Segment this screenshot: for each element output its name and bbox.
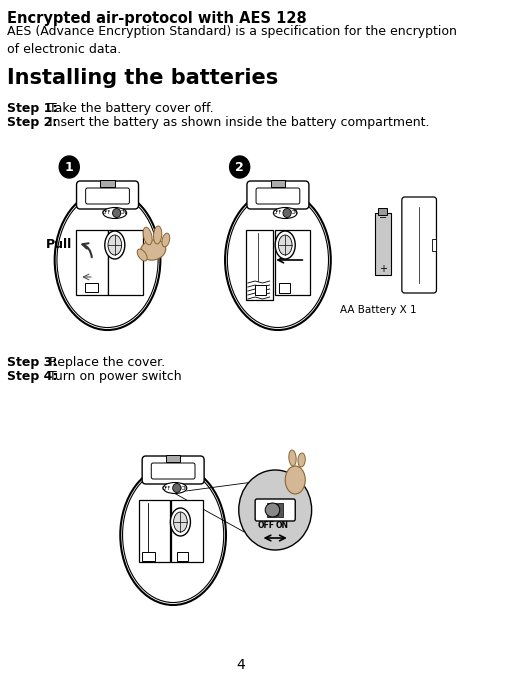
Bar xyxy=(100,180,115,187)
Ellipse shape xyxy=(274,207,297,218)
Text: 2: 2 xyxy=(235,161,244,174)
Bar xyxy=(177,552,188,561)
Text: Take the battery cover off.: Take the battery cover off. xyxy=(45,102,213,115)
Bar xyxy=(273,503,278,517)
Ellipse shape xyxy=(120,465,226,605)
Text: Step 4:: Step 4: xyxy=(7,370,58,383)
Bar xyxy=(171,500,203,562)
Text: Installing the batteries: Installing the batteries xyxy=(7,68,279,88)
FancyBboxPatch shape xyxy=(151,463,195,479)
Text: Step 3:: Step 3: xyxy=(7,356,58,369)
Ellipse shape xyxy=(285,466,305,494)
Text: Pull: Pull xyxy=(45,239,72,252)
FancyBboxPatch shape xyxy=(256,188,300,204)
Ellipse shape xyxy=(140,240,166,260)
Ellipse shape xyxy=(298,453,305,467)
Circle shape xyxy=(230,156,250,178)
Bar xyxy=(374,213,391,275)
FancyBboxPatch shape xyxy=(86,188,129,204)
FancyBboxPatch shape xyxy=(402,197,437,293)
Ellipse shape xyxy=(137,249,147,261)
Ellipse shape xyxy=(163,482,187,494)
Bar xyxy=(378,208,387,215)
Text: OFF: OFF xyxy=(272,211,281,216)
Text: ON: ON xyxy=(276,522,289,531)
Ellipse shape xyxy=(278,235,292,255)
Ellipse shape xyxy=(154,226,162,244)
Ellipse shape xyxy=(275,231,295,259)
Ellipse shape xyxy=(108,235,121,255)
Text: Insert the battery as shown inside the battery compartment.: Insert the battery as shown inside the b… xyxy=(45,116,429,129)
Bar xyxy=(76,230,108,295)
Text: OFF: OFF xyxy=(162,486,172,490)
Bar xyxy=(279,283,290,293)
Bar xyxy=(142,552,155,561)
Text: AES (Advance Encryption Standard) is a specification for the encryption
of elect: AES (Advance Encryption Standard) is a s… xyxy=(7,25,457,56)
Bar xyxy=(138,500,171,562)
Ellipse shape xyxy=(265,503,280,517)
Ellipse shape xyxy=(174,512,187,532)
Ellipse shape xyxy=(112,209,121,218)
Bar xyxy=(84,283,98,292)
Ellipse shape xyxy=(143,227,152,245)
Text: OFF: OFF xyxy=(102,211,111,216)
Text: +: + xyxy=(379,264,386,274)
Ellipse shape xyxy=(103,207,127,218)
Text: 4: 4 xyxy=(236,658,245,672)
Ellipse shape xyxy=(283,209,291,218)
Ellipse shape xyxy=(105,231,125,259)
Bar xyxy=(278,503,283,517)
Text: ON: ON xyxy=(181,486,188,490)
Text: ON: ON xyxy=(290,211,298,216)
Text: Step 1:: Step 1: xyxy=(7,102,58,115)
Text: OFF: OFF xyxy=(258,522,275,531)
Text: AA Battery X 1: AA Battery X 1 xyxy=(340,305,417,315)
Text: Replace the cover.: Replace the cover. xyxy=(45,356,165,369)
Circle shape xyxy=(239,470,312,550)
Ellipse shape xyxy=(171,508,191,536)
Bar xyxy=(246,230,274,300)
Bar xyxy=(432,239,437,251)
Text: Step 2:: Step 2: xyxy=(7,116,58,129)
FancyBboxPatch shape xyxy=(142,456,204,484)
Bar xyxy=(108,230,143,295)
Ellipse shape xyxy=(173,484,181,492)
Circle shape xyxy=(59,156,79,178)
Text: Encrypted air-protocol with AES 128: Encrypted air-protocol with AES 128 xyxy=(7,11,307,26)
Text: Turn on power switch: Turn on power switch xyxy=(45,370,181,383)
Bar xyxy=(271,180,285,187)
Text: ON: ON xyxy=(120,211,128,216)
Text: −: − xyxy=(379,213,387,223)
Ellipse shape xyxy=(225,190,331,330)
Bar xyxy=(255,285,266,295)
Text: 1: 1 xyxy=(65,161,73,174)
Bar xyxy=(268,503,272,517)
Ellipse shape xyxy=(55,190,161,330)
FancyBboxPatch shape xyxy=(255,499,295,521)
FancyBboxPatch shape xyxy=(247,181,309,209)
Bar xyxy=(275,230,310,295)
Ellipse shape xyxy=(162,233,169,247)
Ellipse shape xyxy=(289,450,296,466)
Bar xyxy=(166,455,181,462)
FancyBboxPatch shape xyxy=(77,181,138,209)
